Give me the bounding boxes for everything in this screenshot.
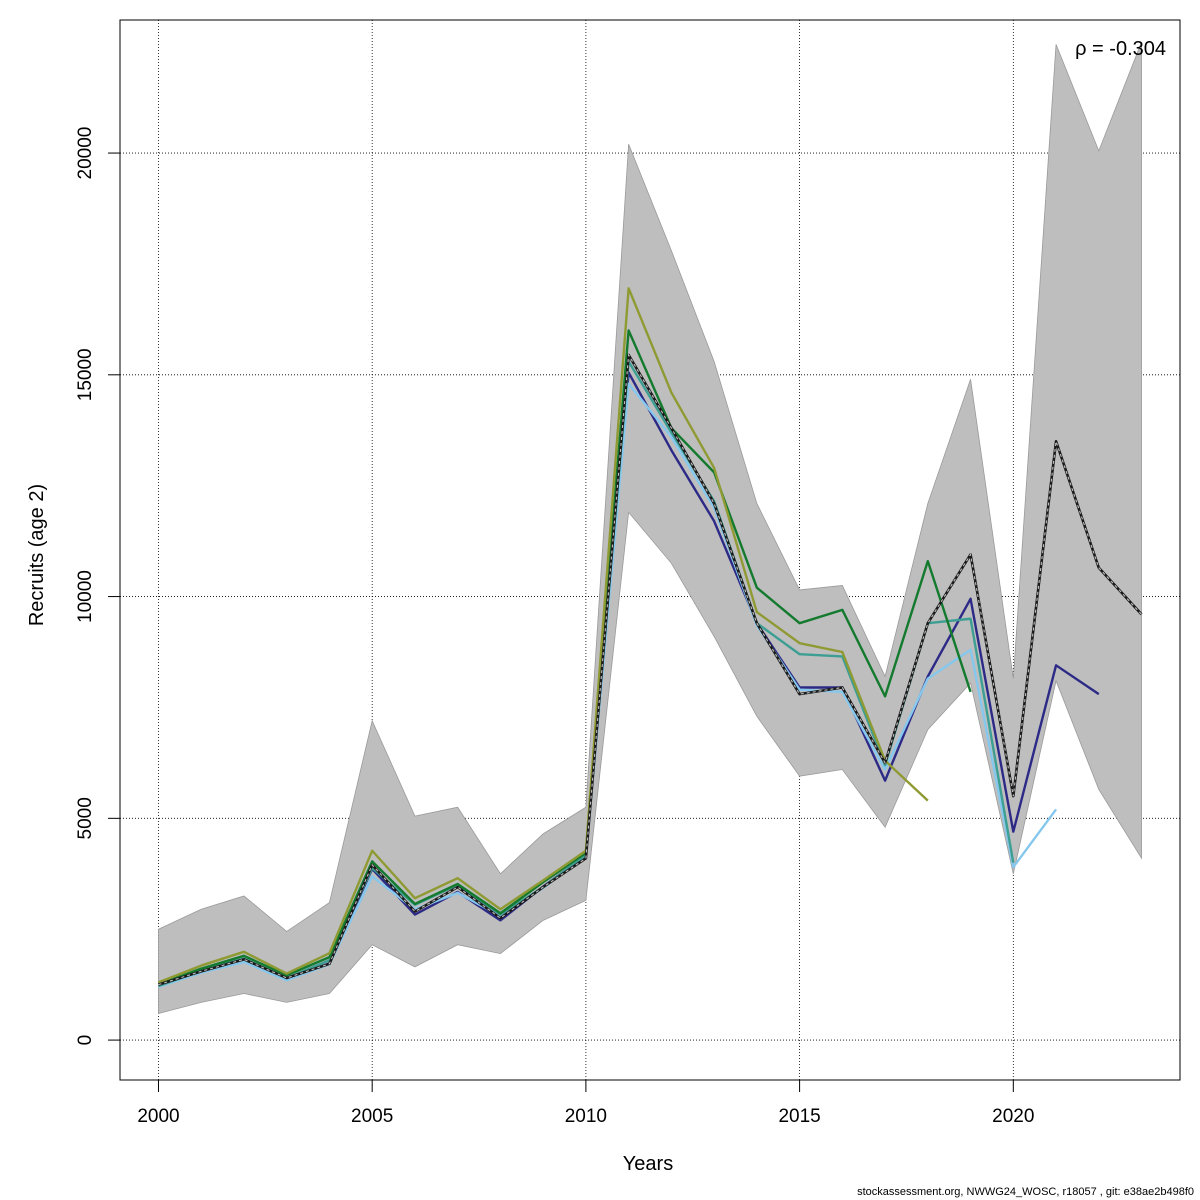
footer-credit: stockassessment.org, NWWG24_WOSC, r18057…: [857, 1186, 1194, 1198]
series-line-peel-4: [158, 329, 972, 986]
series-lines: [158, 287, 1143, 989]
x-tick-label: 2000: [137, 1106, 179, 1127]
x-tick-label: 2010: [565, 1106, 607, 1127]
confidence-band: [158, 42, 1142, 1014]
y-tick-label: 20000: [75, 127, 96, 180]
plot-frame: [119, 19, 1181, 1081]
rho-annotation: ρ = -0.304: [1075, 38, 1166, 60]
x-axis-title: Years: [623, 1153, 673, 1175]
y-tick-label: 0: [75, 1035, 96, 1046]
y-axis: 0 5000 10000 15000 20000: [75, 127, 121, 1046]
y-tick-label: 5000: [75, 797, 96, 839]
confidence-band-area: [158, 42, 1142, 1014]
y-axis-title: Recruits (age 2): [26, 484, 48, 626]
x-tick-label: 2020: [992, 1106, 1034, 1127]
series-line-base-run: [158, 353, 1142, 986]
x-tick-label: 2015: [778, 1106, 820, 1127]
series-line-peel-5: [158, 287, 929, 984]
x-tick-label: 2005: [351, 1106, 393, 1127]
y-tick-label: 15000: [75, 348, 96, 401]
grid-lines: [120, 20, 1180, 1080]
y-tick-label: 10000: [75, 570, 96, 623]
x-axis: 2000 2005 2010 2015 2020: [137, 1079, 1034, 1127]
